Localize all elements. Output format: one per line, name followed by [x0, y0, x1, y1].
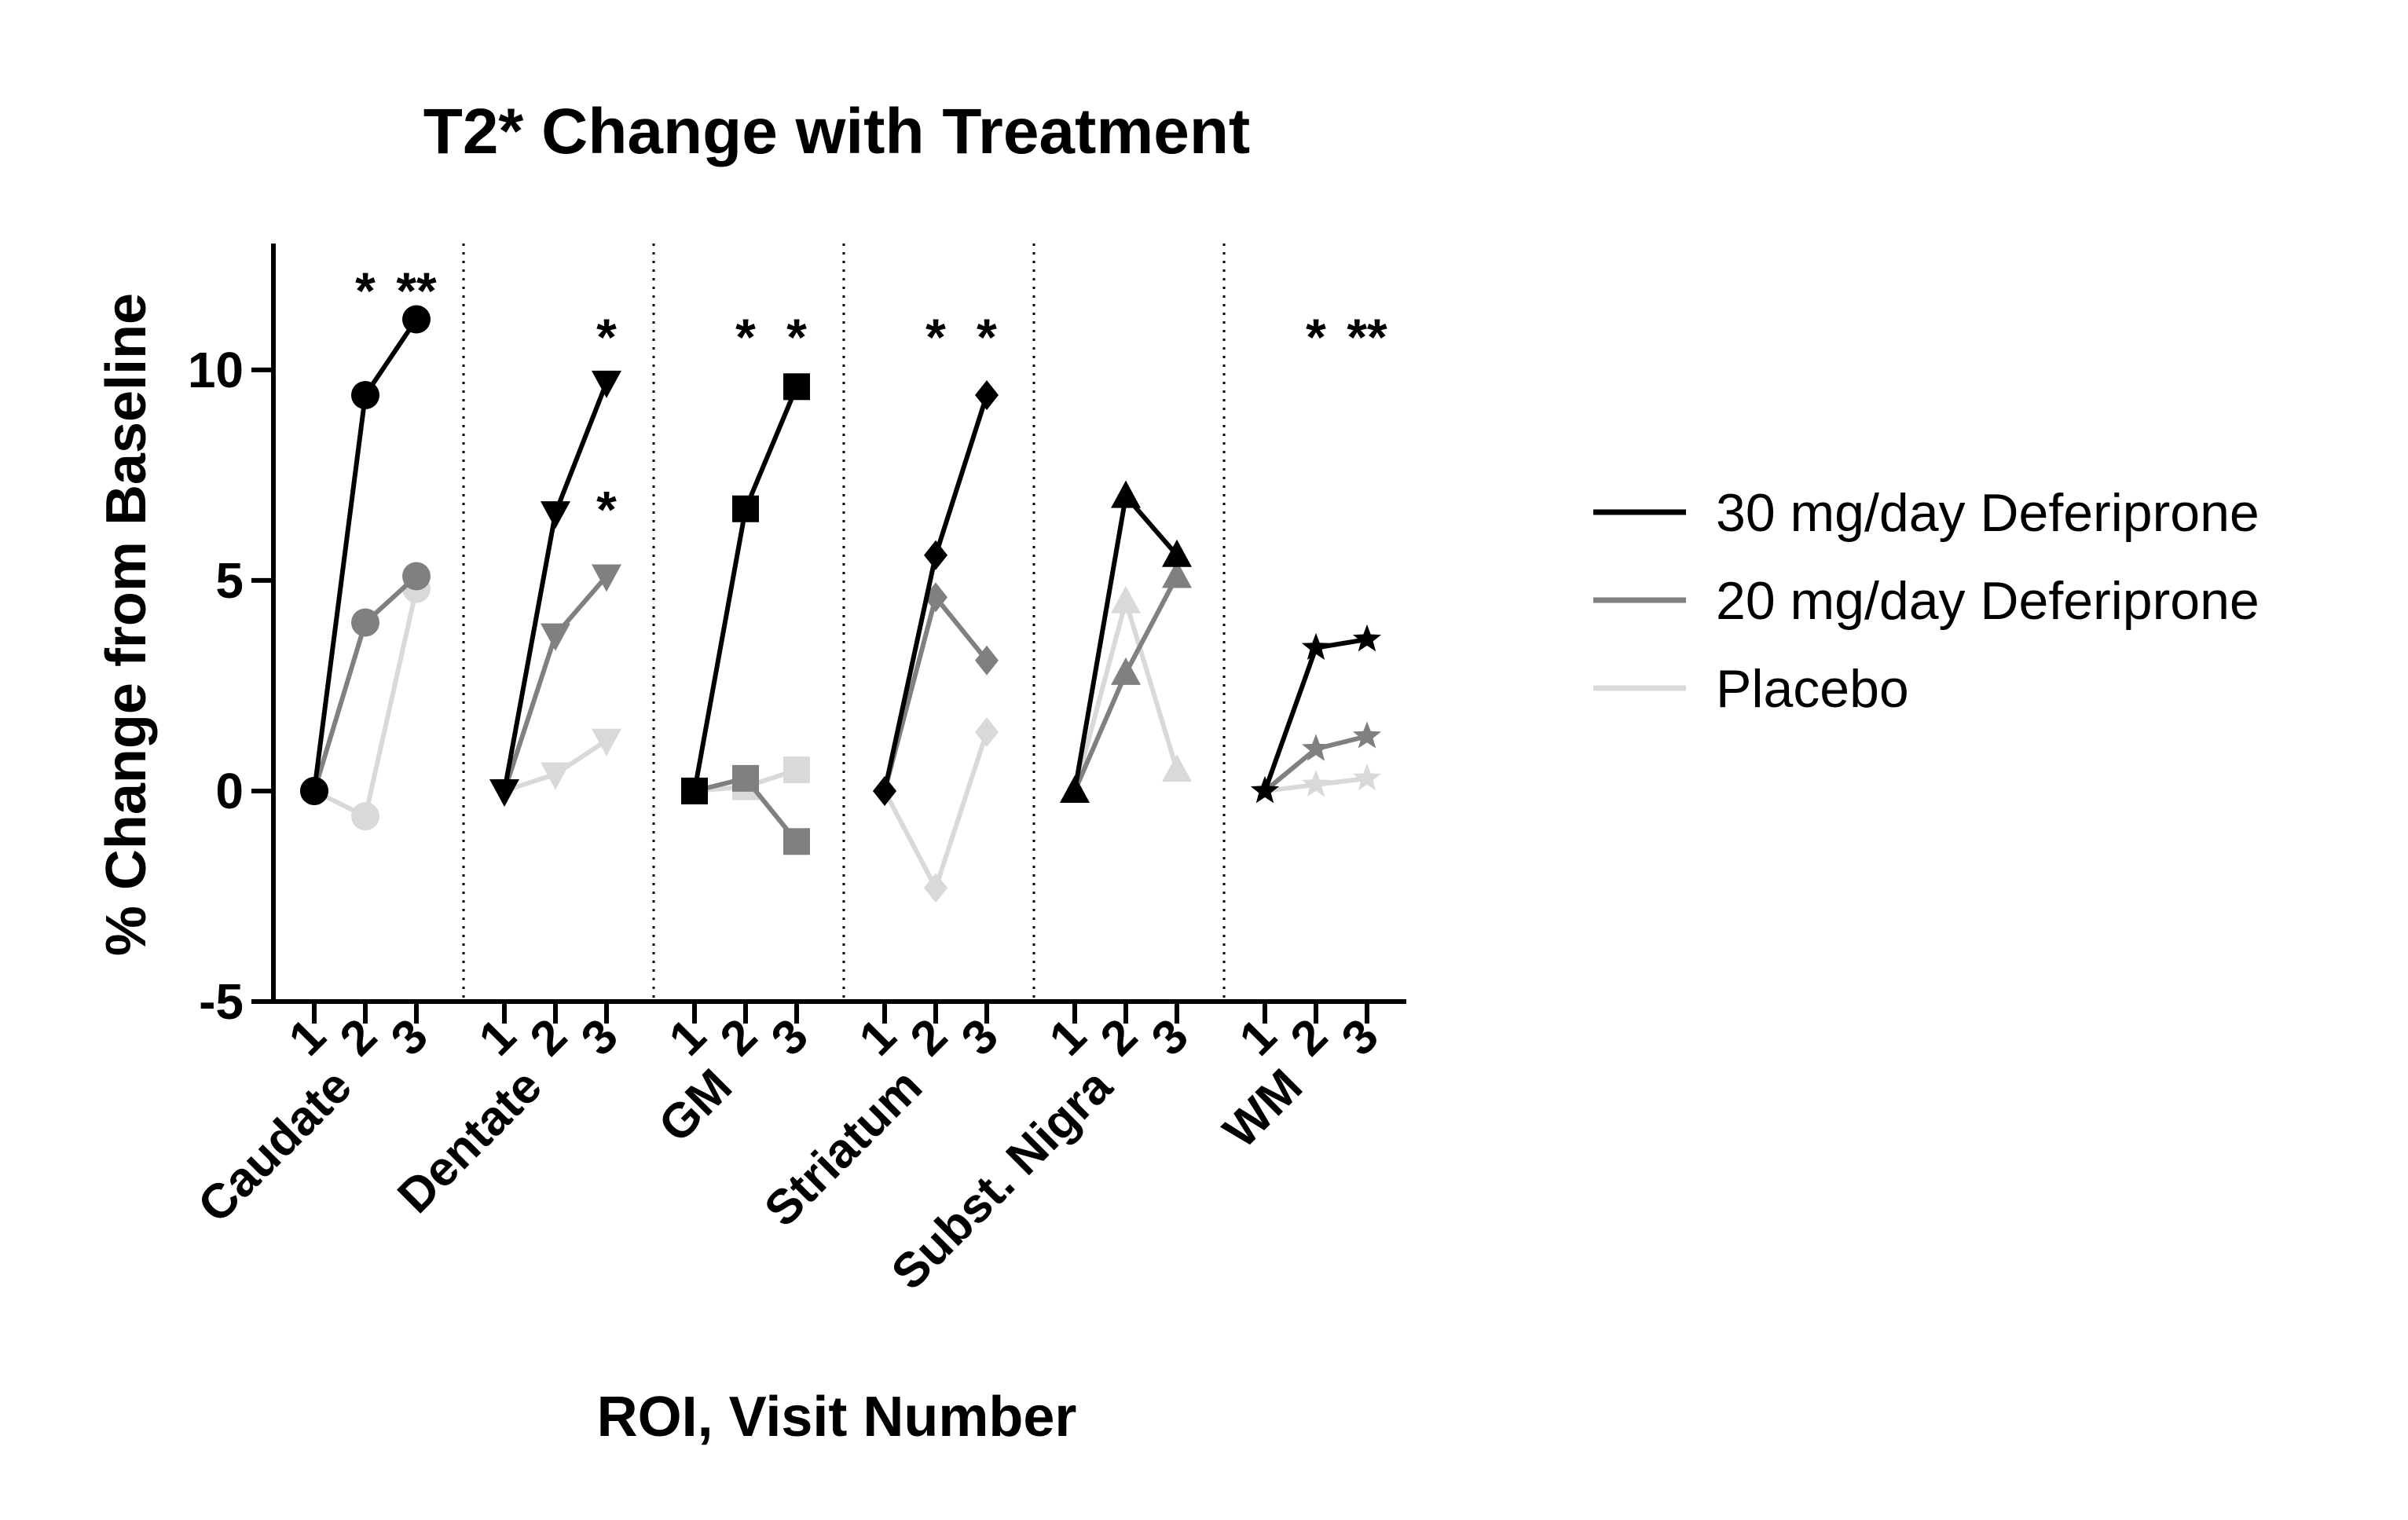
x-tick-label: 3	[1142, 1009, 1199, 1066]
y-axis-title: % Change from Baseline	[95, 293, 158, 956]
legend-label: Placebo	[1716, 659, 1909, 719]
x-tick-label: 1	[1039, 1009, 1097, 1066]
significance-marker: **	[1347, 308, 1387, 366]
data-point-30-mg-day-deferiprone	[1301, 632, 1331, 660]
legend-label: 20 mg/day Deferiprone	[1716, 571, 2260, 631]
data-point-30-mg-day-deferiprone	[1162, 539, 1192, 567]
significance-marker: *	[596, 308, 617, 366]
data-point-30-mg-day-deferiprone	[1250, 775, 1280, 804]
x-tick-label: 1	[279, 1009, 336, 1066]
data-point-30-mg-day-deferiprone	[1111, 480, 1141, 508]
series-line-20-mg-day-deferiprone	[502, 574, 609, 792]
x-axis-title: ROI, Visit Number	[597, 1386, 1077, 1449]
data-point-20-mg-day-deferiprone	[592, 564, 621, 592]
roi-label: Striatum	[754, 1059, 933, 1237]
data-point-30-mg-day-deferiprone	[873, 775, 896, 806]
data-point-placebo	[1352, 763, 1382, 791]
series-line-30-mg-day-deferiprone	[502, 381, 609, 792]
data-point-placebo	[541, 762, 570, 790]
data-point-30-mg-day-deferiprone	[402, 305, 431, 334]
x-tick-label: 3	[571, 1009, 629, 1066]
y-tick-label: -5	[199, 973, 244, 1030]
significance-marker: **	[396, 262, 437, 320]
data-point-30-mg-day-deferiprone	[681, 777, 708, 804]
series-line-20-mg-day-deferiprone	[882, 592, 989, 792]
data-point-20-mg-day-deferiprone	[975, 645, 999, 676]
x-tick-label: 2	[330, 1009, 387, 1066]
significance-marker: *	[355, 262, 376, 320]
significance-marker: *	[786, 308, 807, 366]
significance-marker: *	[735, 308, 756, 366]
series-line-30-mg-day-deferiprone	[692, 386, 799, 792]
data-point-20-mg-day-deferiprone	[1162, 560, 1192, 588]
data-point-30-mg-day-deferiprone	[1352, 624, 1382, 652]
data-point-20-mg-day-deferiprone	[732, 764, 759, 792]
series-line-30-mg-day-deferiprone	[1263, 636, 1368, 792]
data-point-20-mg-day-deferiprone	[783, 828, 810, 855]
x-tick-label: 1	[469, 1009, 526, 1066]
data-point-placebo	[975, 716, 999, 747]
data-point-20-mg-day-deferiprone	[1301, 734, 1331, 761]
data-point-30-mg-day-deferiprone	[300, 776, 328, 805]
x-tick-label: 3	[951, 1009, 1009, 1066]
y-tick-label: 0	[215, 763, 244, 819]
x-tick-label: 3	[381, 1009, 438, 1066]
data-point-30-mg-day-deferiprone	[783, 373, 810, 401]
significance-marker: *	[1306, 308, 1326, 366]
data-point-20-mg-day-deferiprone	[402, 562, 431, 591]
data-point-20-mg-day-deferiprone	[1111, 657, 1141, 685]
data-point-20-mg-day-deferiprone	[351, 608, 379, 637]
x-tick-label: 2	[520, 1009, 577, 1066]
data-point-20-mg-day-deferiprone	[1352, 721, 1382, 749]
legend-label: 30 mg/day Deferiprone	[1716, 483, 2260, 543]
x-tick-label: 2	[1281, 1009, 1338, 1066]
x-tick-label: 2	[1090, 1009, 1148, 1066]
data-point-30-mg-day-deferiprone	[1060, 775, 1090, 803]
x-tick-label: 2	[900, 1009, 958, 1066]
significance-marker: *	[596, 481, 617, 539]
roi-label: Caudate	[188, 1059, 362, 1233]
roi-label: GM	[648, 1059, 742, 1152]
legend: 30 mg/day Deferiprone 20 mg/day Deferipro…	[1593, 483, 2260, 719]
series-line-placebo	[882, 731, 989, 894]
y-tick-label: 10	[188, 342, 244, 398]
roi-label: Dentate	[387, 1059, 552, 1224]
x-tick-label: 3	[1332, 1009, 1389, 1066]
data-point-30-mg-day-deferiprone	[592, 370, 621, 398]
roi-label: WM	[1213, 1059, 1313, 1159]
x-tick-label: 1	[849, 1009, 907, 1066]
data-point-placebo	[783, 756, 810, 784]
data-point-placebo	[924, 873, 947, 903]
significance-marker: *	[925, 308, 946, 366]
data-point-30-mg-day-deferiprone	[541, 501, 570, 529]
y-tick-label: 5	[215, 552, 244, 609]
plot-area: -50510123Caudate123Dentate123GM123Striat…	[188, 244, 1406, 1300]
data-point-placebo	[1162, 754, 1192, 782]
data-point-placebo	[592, 728, 621, 756]
data-point-30-mg-day-deferiprone	[489, 778, 519, 807]
x-tick-label: 1	[659, 1009, 717, 1066]
x-tick-label: 1	[1230, 1009, 1287, 1066]
data-point-30-mg-day-deferiprone	[351, 381, 379, 409]
chart-title: T2* Change with Treatment	[423, 96, 1251, 167]
data-point-20-mg-day-deferiprone	[541, 623, 570, 651]
data-point-placebo	[351, 802, 379, 831]
x-tick-label: 2	[710, 1009, 768, 1066]
significance-marker: *	[977, 308, 997, 366]
data-point-placebo	[1301, 769, 1331, 797]
data-point-placebo	[1111, 585, 1141, 613]
data-point-30-mg-day-deferiprone	[732, 495, 759, 522]
data-point-30-mg-day-deferiprone	[975, 380, 999, 410]
data-point-30-mg-day-deferiprone	[924, 540, 947, 570]
series-line-30-mg-day-deferiprone	[1072, 490, 1179, 792]
x-tick-label: 3	[761, 1009, 819, 1066]
